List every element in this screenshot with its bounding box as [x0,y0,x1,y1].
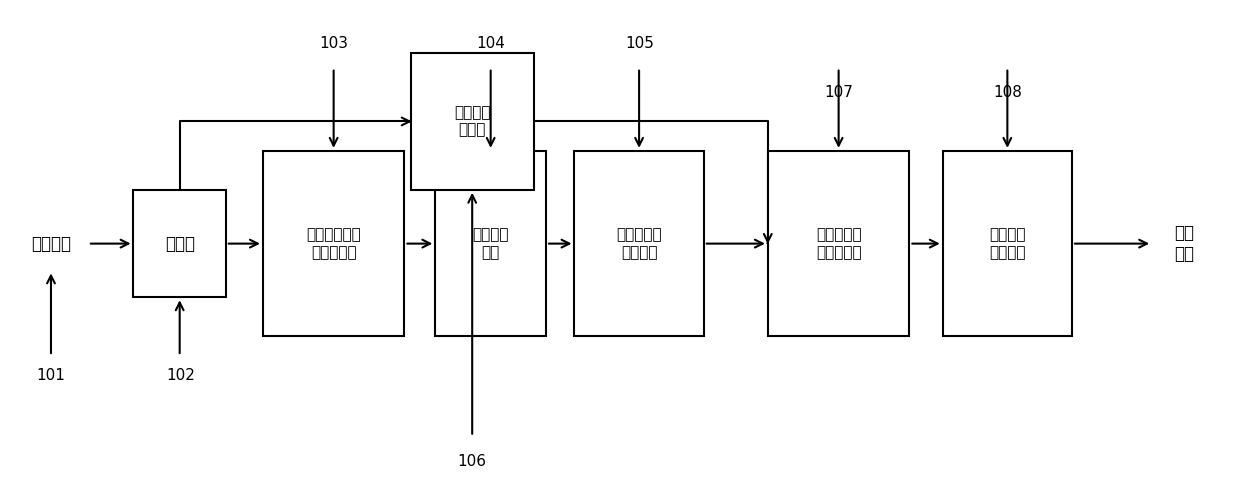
Text: 伽马通倒谱系
数特征提取: 伽马通倒谱系 数特征提取 [306,228,361,260]
Text: 108: 108 [993,84,1023,99]
Text: 107: 107 [825,84,853,99]
Text: 102: 102 [166,368,195,383]
Bar [435,151,546,336]
Text: 频谱图特
征提取: 频谱图特 征提取 [454,105,491,138]
Text: 104: 104 [476,36,505,51]
Bar [574,151,704,336]
Text: 103: 103 [320,36,348,51]
Text: 预处理: 预处理 [165,235,195,252]
Bar [942,151,1073,336]
Text: 高斯超矢量
特征构造: 高斯超矢量 特征构造 [616,228,662,260]
Bar [768,151,909,336]
Text: 101: 101 [36,368,66,383]
Text: 聚类
结果: 聚类 结果 [1174,224,1194,263]
Bar [134,190,226,297]
Text: 105: 105 [625,36,655,51]
Text: 语音时频变
换特征构造: 语音时频变 换特征构造 [816,228,862,260]
Text: 106: 106 [458,454,486,469]
Text: 整数线性
规划聚类: 整数线性 规划聚类 [990,228,1025,260]
Bar [263,151,404,336]
Text: 录音样本: 录音样本 [31,235,71,252]
Text: 瓶颈特征
提取: 瓶颈特征 提取 [472,228,508,260]
Bar [410,53,533,190]
